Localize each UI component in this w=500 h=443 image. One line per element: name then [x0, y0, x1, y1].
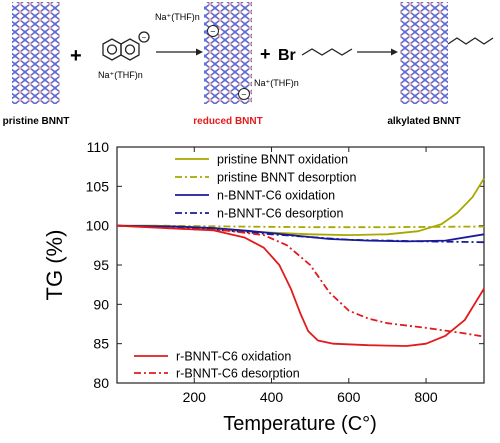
alkylated-bnnt-tube: [400, 2, 448, 104]
pristine-bnnt-label: pristine BNNT: [3, 116, 70, 127]
arrow-1-head: [196, 48, 203, 56]
legend-label: n-BNNT-C6 oxidation: [217, 189, 335, 203]
plus-sign-1: +: [70, 45, 82, 67]
x-tick-label: 800: [414, 389, 438, 405]
series-line-r-bnnt-c6-desorption: [163, 227, 485, 338]
reduced-bnnt-label: reduced BNNT: [193, 116, 262, 127]
bromine-label: Br: [278, 47, 296, 64]
x-tick-label: 200: [183, 389, 207, 405]
legend-label: n-BNNT-C6 desorption: [217, 207, 343, 221]
y-tick-label: 95: [93, 257, 109, 273]
reduced-charge-bottom: −: [241, 90, 246, 100]
pristine-bnnt-tube: [12, 2, 60, 104]
series-line-r-bnnt-c6-oxidation: [116, 224, 485, 347]
y-tick-label: 105: [86, 178, 110, 194]
alkyl-chain-attached-icon: [447, 37, 494, 45]
alkylated-bnnt-label: alkylated BNNT: [387, 116, 460, 127]
series-line-n-bnnt-c6-desorption: [116, 224, 485, 244]
legend-label: r-BNNT-C6 desorption: [176, 367, 300, 381]
x-tick-label: 600: [337, 389, 361, 405]
reagent-counterion-label: Na⁺(THF)n: [98, 70, 143, 80]
x-tick-label: 400: [260, 389, 284, 405]
reduced-bnnt-tube: [204, 2, 252, 104]
y-tick-label: 110: [87, 139, 110, 155]
reduced-counterion-label: Na⁺(THF)n: [254, 78, 299, 88]
x-axis-title: Temperature (C°): [223, 413, 377, 435]
y-tick-label: 100: [86, 218, 110, 234]
reduced-charge-bottom-icon: [238, 88, 250, 100]
y-tick-label: 80: [93, 375, 109, 391]
y-tick-label: 85: [93, 336, 109, 352]
reduced-charge-top: −: [210, 27, 215, 37]
arrow-2-head: [391, 48, 398, 56]
reaction-scheme: + − Na⁺(THF)n Na⁺(THF)n − − Na⁺(THF)n + …: [3, 2, 494, 127]
series-line-pristine-bnnt-desorption: [163, 224, 485, 229]
legend-label: pristine BNNT oxidation: [217, 153, 348, 167]
naphthalene-anion-icon: [102, 31, 150, 61]
reaction-arrow-1-label: Na⁺(THF)n: [155, 12, 200, 22]
naphthalene-charge: −: [142, 33, 147, 42]
legend-label: pristine BNNT desorption: [217, 171, 356, 185]
y-axis-title: TG (%): [42, 230, 67, 301]
hexyl-chain-icon: [301, 48, 353, 56]
legend-label: r-BNNT-C6 oxidation: [176, 350, 291, 364]
plus-sign-2: +: [260, 44, 271, 64]
y-tick-label: 90: [93, 296, 109, 312]
reduced-charge-top-icon: [207, 25, 219, 37]
